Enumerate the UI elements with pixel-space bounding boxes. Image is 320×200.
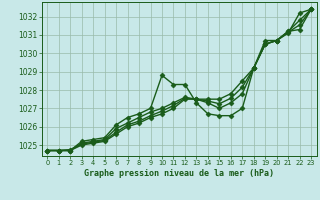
X-axis label: Graphe pression niveau de la mer (hPa): Graphe pression niveau de la mer (hPa) [84, 169, 274, 178]
